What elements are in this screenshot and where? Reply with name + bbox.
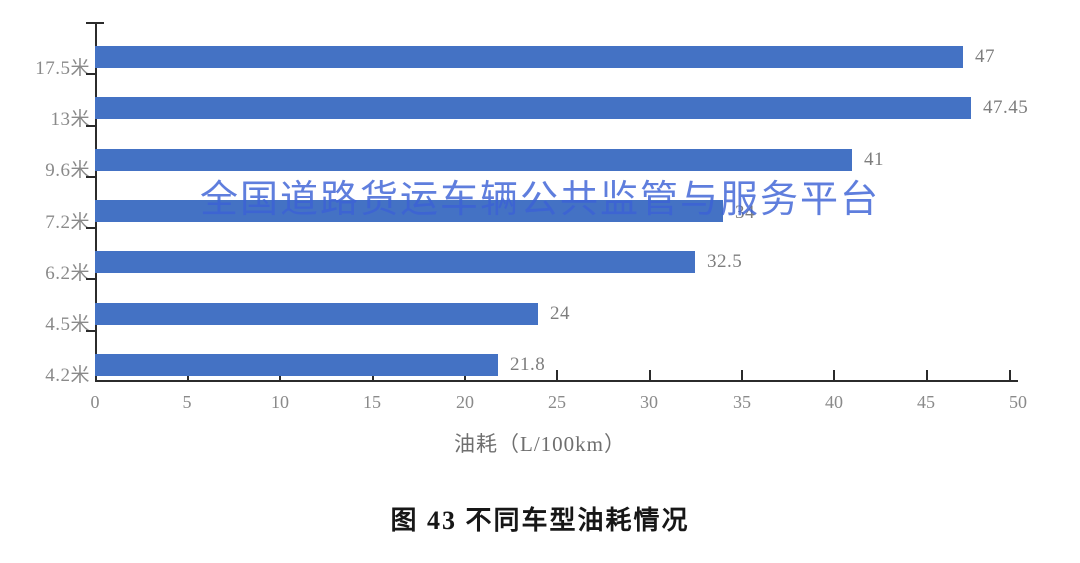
plot-area: 47 47.45 41 34 32.5 24 21.8 [86,22,1028,382]
x-axis-tick [833,370,835,381]
y-axis-label: 6.2米 [45,263,90,284]
y-axis-tick [86,22,95,24]
y-axis-label: 13米 [50,109,90,130]
x-axis-tick-label: 35 [733,392,751,412]
x-axis-tick [741,370,743,381]
y-axis-label: 9.6米 [45,160,90,181]
bar-value-label: 34 [735,202,755,223]
x-axis-tick-label: 45 [917,392,935,412]
x-axis-right-cap [1009,370,1011,382]
y-axis-tick [86,73,95,75]
y-axis-label: 17.5米 [35,58,90,79]
y-axis-tick [86,278,95,280]
y-axis-category-labels: 17.5米 13米 9.6米 7.2米 6.2米 4.5米 4.2米 [0,22,90,386]
y-axis-label: 7.2米 [45,212,90,233]
bar-6-2m[interactable] [95,251,695,273]
bar-value-label: 32.5 [707,251,743,272]
x-axis-tick-label: 20 [456,392,474,412]
bar-value-label: 21.8 [510,354,546,375]
y-axis-label: 4.5米 [45,314,90,335]
x-axis-tick [556,370,558,381]
figure-caption: 图 43 不同车型油耗情况 [390,506,690,535]
bar-value-label: 41 [864,149,884,170]
y-axis-label: 4.2米 [45,365,90,386]
bar-9-6m[interactable] [95,149,852,171]
x-axis-title: 油耗（L/100km） [454,432,626,456]
x-axis-tick-label: 25 [548,392,566,412]
x-axis-tick-label: 10 [271,392,289,412]
x-axis-tick-label: 5 [182,392,192,412]
y-axis-tick [86,176,95,178]
x-axis-tick-label: 40 [825,392,843,412]
y-axis-top-cap [95,22,104,24]
bar-13m[interactable] [95,97,971,119]
y-axis-tick [86,227,95,229]
x-axis-tick [649,370,651,381]
bar-7-2m[interactable] [95,200,723,222]
y-axis-tick [86,125,95,127]
y-axis-tick [86,330,95,332]
bar-value-label: 47.45 [983,97,1029,118]
bar-4-2m[interactable] [95,354,498,376]
bar-17-5m[interactable] [95,46,963,68]
bar-4-5m[interactable] [95,303,538,325]
x-axis-tick-label: 0 [90,392,100,412]
x-axis-tick [926,370,928,381]
bar-value-label: 47 [975,46,995,67]
x-axis-tick-label: 50 [1009,392,1027,412]
x-axis-tick-label: 30 [640,392,658,412]
bar-value-label: 24 [550,303,570,324]
x-axis-tick-labels: 0 5 10 15 20 25 30 35 40 45 50 [91,392,1028,418]
x-axis-tick-label: 15 [363,392,381,412]
x-axis-line [95,380,1018,382]
